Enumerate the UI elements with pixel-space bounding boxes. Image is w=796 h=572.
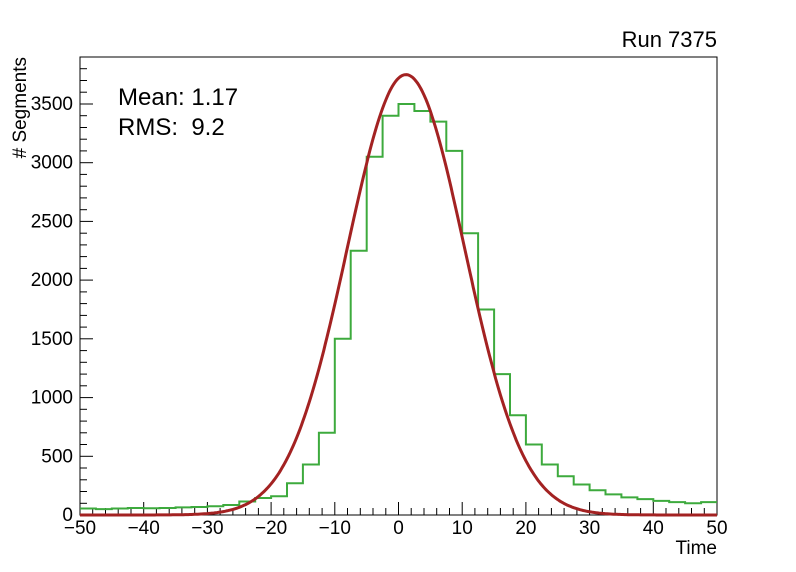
x-axis: −50 −40 −30 −20 −10 0 10 20 30 40 50 [64,502,728,539]
x-tick-label: −10 [319,518,351,539]
x-axis-title: Time [675,538,717,559]
histogram-line [80,103,717,511]
x-tick-label: 20 [515,518,536,539]
series-histogram [80,103,717,511]
stat-rms-text: RMS: 9.2 [118,114,225,141]
y-axis-title: # Segments [10,57,31,158]
y-tick-label: 500 [41,446,73,467]
y-tick-label: 0 [62,505,73,526]
x-tick-label: 40 [643,518,664,539]
y-tick-label: 2500 [31,211,73,232]
y-tick-label: 2000 [31,270,73,291]
y-tick-label: 1500 [31,329,73,350]
x-tick-label: −30 [191,518,223,539]
x-tick-label: 50 [706,518,727,539]
plot-title: Run 7375 [622,27,717,52]
y-tick-label: 3000 [31,153,73,174]
series-fit [80,73,717,517]
fit-curve [80,73,717,517]
x-tick-label: −50 [64,518,96,539]
x-tick-label: −20 [255,518,287,539]
y-tick-label: 3500 [31,94,73,115]
y-tick-label: 1000 [31,388,73,409]
stat-mean-text: Mean: 1.17 [118,84,238,111]
y-axis: 0 500 1000 1500 2000 2500 3000 3500 [31,68,93,526]
x-tick-label: 30 [579,518,600,539]
x-tick-label: −40 [128,518,160,539]
x-tick-label: 10 [452,518,473,539]
x-tick-label: 0 [393,518,404,539]
